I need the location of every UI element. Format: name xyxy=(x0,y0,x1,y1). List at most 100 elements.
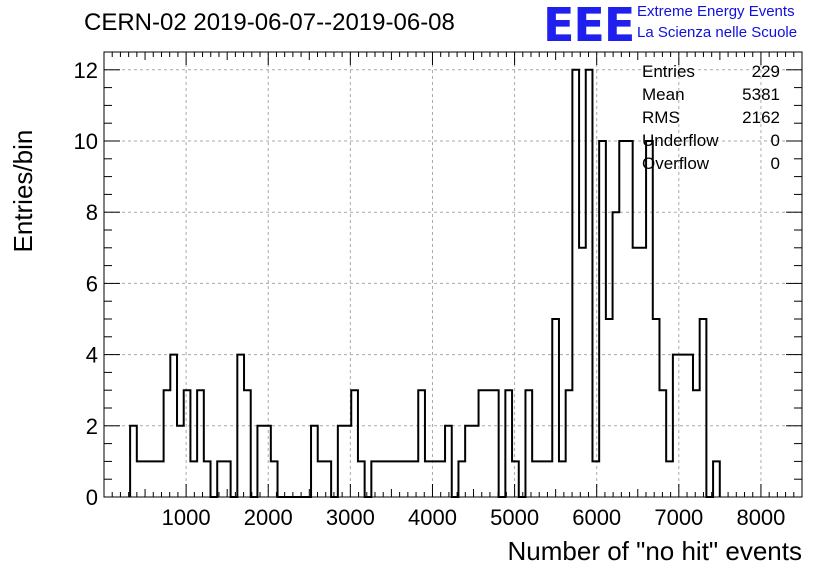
histogram-bin xyxy=(546,461,553,497)
x-tick-label: 1000 xyxy=(162,505,211,530)
y-tick-label: 12 xyxy=(74,58,98,83)
histogram-bin xyxy=(190,461,197,497)
histogram-bin xyxy=(592,461,599,497)
x-tick-label: 4000 xyxy=(408,505,457,530)
histogram-bin xyxy=(338,426,345,497)
histogram-bin xyxy=(713,461,720,497)
histogram-bin xyxy=(244,390,251,497)
histogram-bin xyxy=(686,355,693,497)
histogram-bin xyxy=(633,248,640,497)
x-tick-label: 2000 xyxy=(244,505,293,530)
histogram-bin xyxy=(144,461,151,497)
histogram-bin xyxy=(505,390,512,497)
histogram-bin xyxy=(606,319,613,497)
histogram-bin xyxy=(539,461,546,497)
histogram-bin xyxy=(164,390,171,497)
stats-row-underflow: Underflow 0 xyxy=(642,129,780,152)
histogram-bin xyxy=(150,461,157,497)
y-tick-label: 4 xyxy=(86,343,98,368)
histogram-bin xyxy=(371,461,378,497)
histogram-bin xyxy=(264,426,271,497)
y-tick-label: 6 xyxy=(86,271,98,296)
histogram-bin xyxy=(626,141,633,497)
histogram-bin xyxy=(324,461,331,497)
histogram-bin xyxy=(157,461,164,497)
stats-value: 5381 xyxy=(742,85,780,104)
histogram-bin xyxy=(646,141,653,497)
histogram-bin xyxy=(472,426,479,497)
histogram-bin xyxy=(237,355,244,497)
stats-label: Overflow xyxy=(642,154,710,173)
stats-row-mean: Mean 5381 xyxy=(642,83,780,106)
x-tick-label: 5000 xyxy=(490,505,539,530)
histogram-bin xyxy=(438,461,445,497)
stats-value: 0 xyxy=(770,131,780,150)
stats-row-rms: RMS 2162 xyxy=(642,106,780,129)
histogram-bin xyxy=(465,426,472,497)
histogram-bin xyxy=(385,461,392,497)
chart-title: CERN-02 2019-06-07--2019-06-08 xyxy=(84,9,455,36)
x-axis-label: Number of "no hit" events xyxy=(507,536,803,566)
histogram-bin xyxy=(351,390,358,497)
stats-row-entries: Entries 229 xyxy=(642,60,780,83)
histogram-bin xyxy=(445,426,452,497)
histogram-bin xyxy=(318,461,325,497)
histogram-bin xyxy=(130,426,137,497)
stats-value: 0 xyxy=(770,154,780,173)
y-axis-ticks: 0 2 4 6 8 10 12 xyxy=(74,51,802,510)
histogram-bin xyxy=(204,461,211,497)
stats-value: 2162 xyxy=(742,108,780,127)
histogram-bin xyxy=(525,390,532,497)
histogram-bin xyxy=(170,355,177,497)
histogram-bin xyxy=(257,426,264,497)
histogram-bin xyxy=(653,319,660,497)
y-tick-label: 10 xyxy=(74,129,98,154)
x-tick-label: 7000 xyxy=(654,505,703,530)
histogram-bin xyxy=(532,461,539,497)
grid-lines xyxy=(104,52,802,497)
stats-label: RMS xyxy=(642,108,680,127)
histogram-bin xyxy=(184,390,191,497)
y-tick-label: 2 xyxy=(86,414,98,439)
histogram-bin xyxy=(398,461,405,497)
histogram-bin xyxy=(639,248,646,497)
histogram-bin xyxy=(666,461,673,497)
histogram-bin xyxy=(599,141,606,497)
x-tick-label: 8000 xyxy=(736,505,785,530)
histogram-bin xyxy=(271,461,278,497)
histogram-bin xyxy=(412,461,419,497)
histogram-bin xyxy=(479,390,486,497)
y-tick-label: 0 xyxy=(86,485,98,510)
histogram-bin xyxy=(693,390,700,497)
x-tick-label: 6000 xyxy=(572,505,621,530)
histogram-bin xyxy=(579,248,586,497)
histogram-bin xyxy=(552,319,559,497)
histogram-outline xyxy=(129,68,721,498)
histogram-bin xyxy=(217,461,224,497)
stats-row-overflow: Overflow 0 xyxy=(642,152,780,175)
histogram-bin xyxy=(613,212,620,497)
x-axis-ticks: 1000 2000 3000 4000 5000 6000 7000 8000 xyxy=(103,52,803,530)
histogram-bin xyxy=(418,390,425,497)
histogram-bin xyxy=(177,426,184,497)
stats-value: 229 xyxy=(751,62,780,81)
histogram-bin xyxy=(586,70,593,497)
histogram-bin xyxy=(700,319,707,497)
histogram-bin xyxy=(425,461,432,497)
stats-box: Entries 229 Mean 5381 RMS 2162 Underflow… xyxy=(642,60,780,175)
histogram-bin xyxy=(405,461,412,497)
stats-label: Entries xyxy=(642,62,695,81)
histogram-bin xyxy=(458,461,465,497)
histogram-bin xyxy=(659,390,666,497)
histogram-bin xyxy=(566,390,573,497)
x-tick-label: 3000 xyxy=(326,505,375,530)
histogram-bin xyxy=(391,461,398,497)
histogram-bin xyxy=(311,426,318,497)
histogram-bin xyxy=(492,390,499,497)
logo-line-2: La Scienza nelle Scuole xyxy=(637,24,798,41)
histogram-bin xyxy=(358,461,365,497)
histogram-bin xyxy=(197,390,204,497)
histogram-bin xyxy=(512,461,519,497)
stats-label: Mean xyxy=(642,85,685,104)
